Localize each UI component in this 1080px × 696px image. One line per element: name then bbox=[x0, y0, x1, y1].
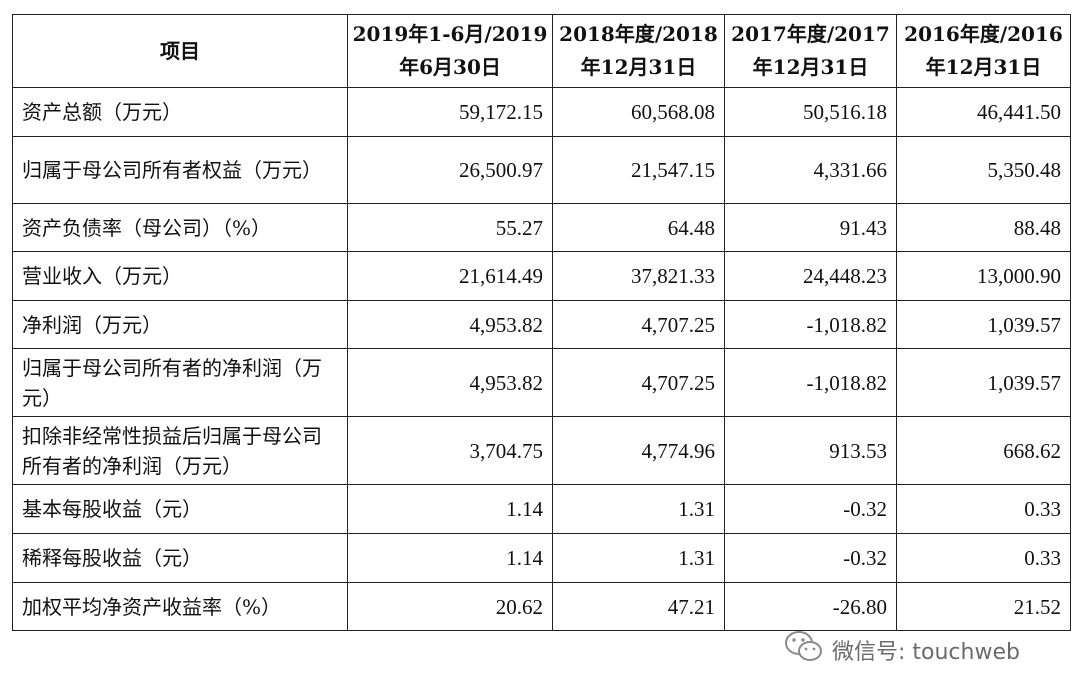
table-row: 资产总额（万元） 59,172.15 60,568.08 50,516.18 4… bbox=[12, 87, 1071, 137]
cell-value: 20.62 bbox=[347, 582, 553, 631]
cell-value: 1,039.57 bbox=[896, 300, 1071, 349]
cell-value: 26,500.97 bbox=[347, 136, 553, 204]
cell-value: 55.27 bbox=[347, 203, 553, 252]
row-label: 净利润（万元） bbox=[12, 300, 348, 349]
cell-value: 1.31 bbox=[552, 533, 725, 583]
cell-value: 64.48 bbox=[552, 203, 725, 252]
header-line: 年6月30日 bbox=[399, 55, 501, 79]
cell-value: 3,704.75 bbox=[347, 416, 553, 485]
cell-value: -1,018.82 bbox=[724, 300, 897, 349]
row-label: 扣除非经常性损益后归属于母公司所有者的净利润（万元） bbox=[12, 416, 348, 485]
row-label: 归属于母公司所有者权益（万元） bbox=[12, 136, 348, 204]
table-row: 扣除非经常性损益后归属于母公司所有者的净利润（万元） 3,704.75 4,77… bbox=[12, 416, 1071, 485]
table-row: 归属于母公司所有者的净利润（万元） 4,953.82 4,707.25 -1,0… bbox=[12, 348, 1071, 417]
cell-value: 668.62 bbox=[896, 416, 1071, 485]
row-label: 稀释每股收益（元） bbox=[12, 533, 348, 583]
header-line: 年12月31日 bbox=[580, 55, 697, 79]
row-label: 加权平均净资产收益率（%） bbox=[12, 582, 348, 631]
header-2019h1: 2019年1-6月/2019 年6月30日 bbox=[347, 14, 553, 88]
cell-value: 4,707.25 bbox=[552, 300, 725, 349]
cell-value: 1.14 bbox=[347, 484, 553, 534]
cell-value: 59,172.15 bbox=[347, 87, 553, 137]
cell-value: 91.43 bbox=[724, 203, 897, 252]
row-label: 基本每股收益（元） bbox=[12, 484, 348, 534]
cell-value: 4,953.82 bbox=[347, 300, 553, 349]
cell-value: 1.14 bbox=[347, 533, 553, 583]
cell-value: 1,039.57 bbox=[896, 348, 1071, 417]
header-2017: 2017年度/2017 年12月31日 bbox=[724, 14, 897, 88]
row-label: 营业收入（万元） bbox=[12, 251, 348, 301]
header-line: 2017年度/2017 bbox=[731, 22, 890, 46]
cell-value: 13,000.90 bbox=[896, 251, 1071, 301]
cell-value: 88.48 bbox=[896, 203, 1071, 252]
cell-value: 21,547.15 bbox=[552, 136, 725, 204]
row-label: 归属于母公司所有者的净利润（万元） bbox=[12, 348, 348, 417]
wechat-icon bbox=[784, 630, 832, 670]
cell-value: 37,821.33 bbox=[552, 251, 725, 301]
header-2016: 2016年度/2016 年12月31日 bbox=[896, 14, 1071, 88]
table-row: 营业收入（万元） 21,614.49 37,821.33 24,448.23 1… bbox=[12, 251, 1071, 301]
row-label: 资产总额（万元） bbox=[12, 87, 348, 137]
cell-value: 46,441.50 bbox=[896, 87, 1071, 137]
cell-value: 1.31 bbox=[552, 484, 725, 534]
cell-value: 4,774.96 bbox=[552, 416, 725, 485]
financial-table: 项目 2019年1-6月/2019 年6月30日 2018年度/2018 年12… bbox=[12, 14, 1071, 631]
header-item: 项目 bbox=[12, 14, 348, 88]
cell-value: 21,614.49 bbox=[347, 251, 553, 301]
cell-value: 4,331.66 bbox=[724, 136, 897, 204]
cell-value: 21.52 bbox=[896, 582, 1071, 631]
cell-value: 60,568.08 bbox=[552, 87, 725, 137]
header-line: 年12月31日 bbox=[925, 55, 1042, 79]
cell-value: 50,516.18 bbox=[724, 87, 897, 137]
cell-value: 0.33 bbox=[896, 533, 1071, 583]
header-2018: 2018年度/2018 年12月31日 bbox=[552, 14, 725, 88]
header-row: 项目 2019年1-6月/2019 年6月30日 2018年度/2018 年12… bbox=[12, 14, 1071, 88]
cell-value: -1,018.82 bbox=[724, 348, 897, 417]
cell-value: -0.32 bbox=[724, 484, 897, 534]
watermark: 微信号: touchweb bbox=[784, 630, 1020, 670]
header-line: 2019年1-6月/2019 bbox=[352, 22, 548, 46]
table-row: 稀释每股收益（元） 1.14 1.31 -0.32 0.33 bbox=[12, 533, 1071, 583]
cell-value: 47.21 bbox=[552, 582, 725, 631]
table-row: 资产负债率（母公司）（%） 55.27 64.48 91.43 88.48 bbox=[12, 203, 1071, 252]
table-row: 基本每股收益（元） 1.14 1.31 -0.32 0.33 bbox=[12, 484, 1071, 534]
table-row: 净利润（万元） 4,953.82 4,707.25 -1,018.82 1,03… bbox=[12, 300, 1071, 349]
header-line: 年12月31日 bbox=[752, 55, 869, 79]
watermark-text: 微信号: touchweb bbox=[832, 640, 1020, 665]
cell-value: 913.53 bbox=[724, 416, 897, 485]
cell-value: -26.80 bbox=[724, 582, 897, 631]
table-row: 加权平均净资产收益率（%） 20.62 47.21 -26.80 21.52 bbox=[12, 582, 1071, 631]
table-row: 归属于母公司所有者权益（万元） 26,500.97 21,547.15 4,33… bbox=[12, 136, 1071, 204]
cell-value: -0.32 bbox=[724, 533, 897, 583]
cell-value: 24,448.23 bbox=[724, 251, 897, 301]
cell-value: 0.33 bbox=[896, 484, 1071, 534]
cell-value: 4,953.82 bbox=[347, 348, 553, 417]
header-line: 2016年度/2016 bbox=[904, 22, 1063, 46]
cell-value: 5,350.48 bbox=[896, 136, 1071, 204]
header-line: 2018年度/2018 bbox=[559, 22, 718, 46]
cell-value: 4,707.25 bbox=[552, 348, 725, 417]
row-label: 资产负债率（母公司）（%） bbox=[12, 203, 348, 252]
